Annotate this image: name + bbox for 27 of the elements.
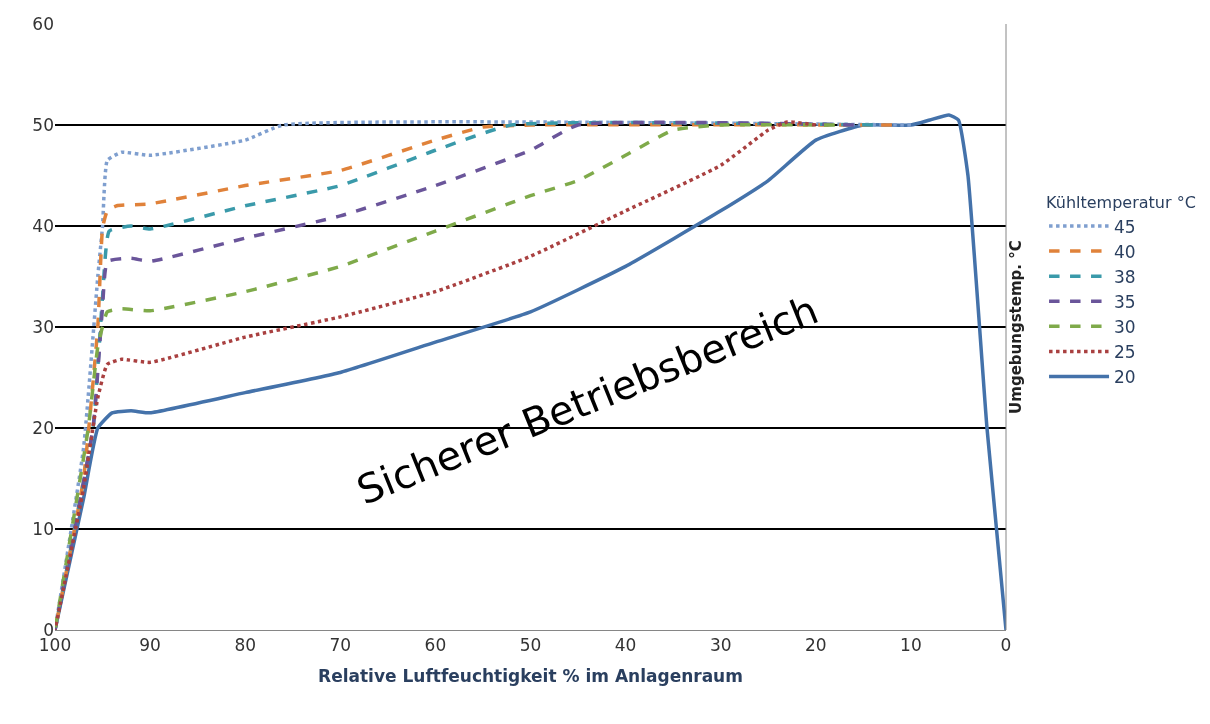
y-axis-title: Umgebungstemp. °C — [1006, 240, 1025, 414]
x-tick-label: 10 — [900, 635, 922, 656]
y-tick-label: 40 — [32, 215, 54, 236]
x-tick-label: 50 — [519, 635, 542, 656]
x-tick-label: 60 — [424, 635, 447, 656]
x-tick-label: 70 — [329, 635, 352, 656]
legend-label: 25 — [1114, 342, 1136, 363]
x-tick-label: 30 — [709, 635, 732, 656]
x-tick-label: 80 — [234, 635, 257, 656]
y-tick-label: 60 — [32, 13, 54, 34]
legend-label: 20 — [1114, 367, 1136, 388]
y-tick-label: 20 — [32, 417, 54, 438]
legend-label: 38 — [1114, 266, 1136, 287]
legend-label: 45 — [1114, 216, 1136, 237]
legend-title: Kühltemperatur °C — [1046, 193, 1196, 213]
x-axis-title: Relative Luftfeuchtigkeit % im Anlagenraum — [318, 665, 743, 686]
x-tick-label: 90 — [139, 635, 161, 656]
legend-label: 40 — [1114, 241, 1136, 262]
y-tick-label: 10 — [32, 518, 54, 539]
x-tick-label: 100 — [38, 635, 72, 656]
y-tick-label: 50 — [32, 114, 54, 135]
x-tick-label: 20 — [804, 635, 827, 656]
x-tick-label: 40 — [614, 635, 637, 656]
legend-label: 35 — [1114, 291, 1136, 312]
legend-label: 30 — [1114, 317, 1136, 337]
x-tick-label: 0 — [1000, 635, 1012, 656]
y-tick-label: 30 — [32, 316, 54, 337]
